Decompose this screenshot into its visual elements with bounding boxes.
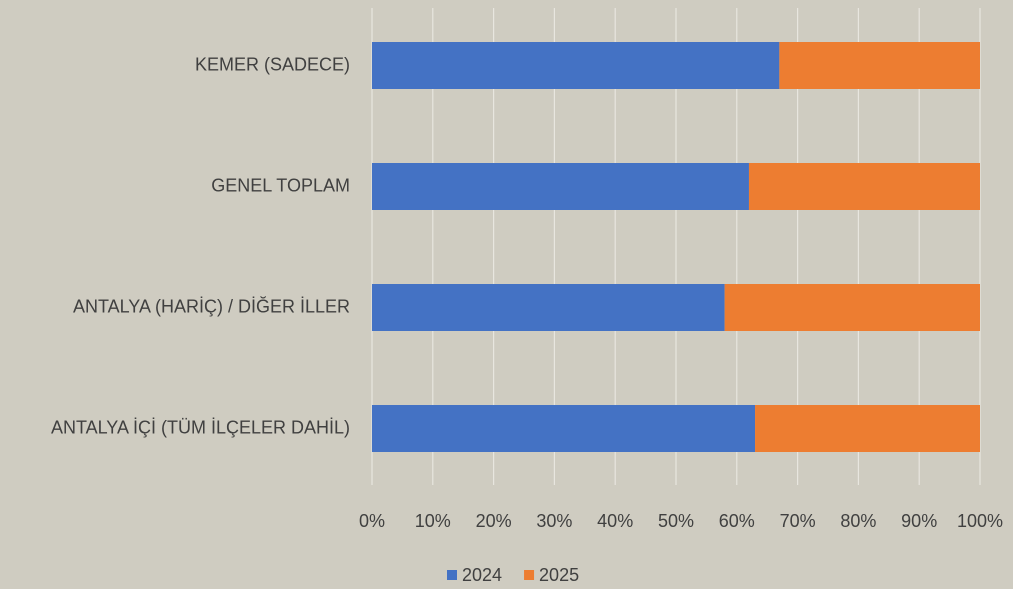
bar-segment <box>724 284 980 331</box>
x-tick-label: 60% <box>719 511 755 531</box>
x-tick-label: 30% <box>536 511 572 531</box>
bar-segment <box>372 163 749 210</box>
y-tick-label: KEMER (SADECE) <box>195 54 350 74</box>
x-tick-label: 70% <box>780 511 816 531</box>
x-tick-label: 0% <box>359 511 385 531</box>
x-tick-label: 40% <box>597 511 633 531</box>
bar-segment <box>779 42 980 89</box>
bar-segment <box>755 405 980 452</box>
y-tick-label: ANTALYA İÇİ (TÜM İLÇELER DAHİL) <box>51 417 350 437</box>
bar-segment <box>372 284 725 331</box>
bar-segment <box>372 405 756 452</box>
x-tick-label: 50% <box>658 511 694 531</box>
x-tick-label: 10% <box>415 511 451 531</box>
y-tick-label: ANTALYA (HARİÇ) / DİĞER İLLER <box>73 295 350 316</box>
x-tick-label: 80% <box>840 511 876 531</box>
x-tick-label: 100% <box>957 511 1003 531</box>
bar-segment <box>372 42 780 89</box>
legend-label: 2024 <box>462 565 502 585</box>
legend-swatch <box>524 570 535 580</box>
legend-swatch <box>447 570 457 580</box>
legend-label: 2025 <box>539 565 579 585</box>
bar-segment <box>748 163 980 210</box>
y-tick-label: GENEL TOPLAM <box>211 175 350 195</box>
x-tick-label: 20% <box>476 511 512 531</box>
x-tick-label: 90% <box>901 511 937 531</box>
